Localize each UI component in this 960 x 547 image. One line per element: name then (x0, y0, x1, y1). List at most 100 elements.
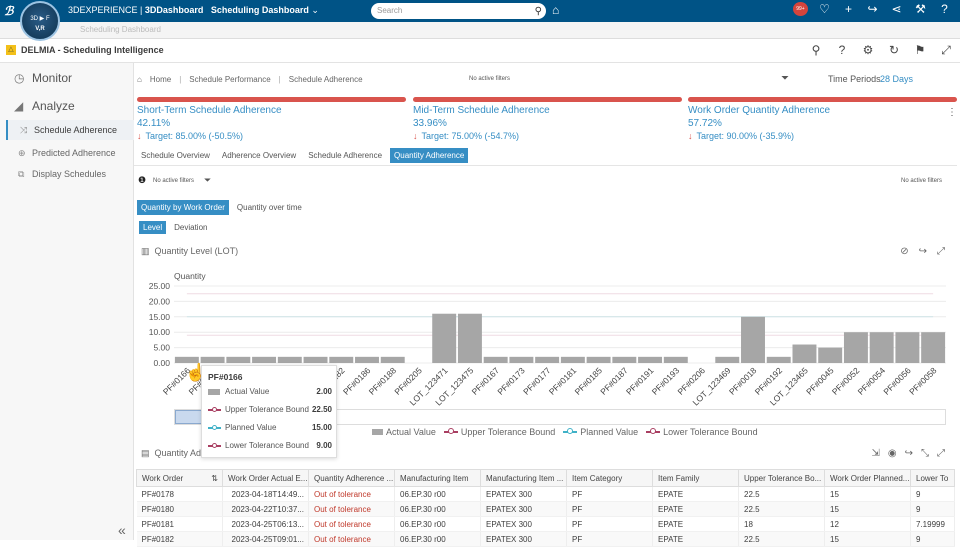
deviation-button[interactable]: Deviation (174, 223, 208, 232)
table-cell: 15 (824, 531, 911, 547)
view-icon[interactable]: ◉ (887, 448, 897, 459)
collapse-icon[interactable]: ⤡ (921, 448, 929, 459)
kpi-short-term[interactable]: Short-Term Schedule Adherence 42.11% ↓ Ta… (137, 97, 406, 141)
search-input[interactable]: Search ⚲ (371, 3, 546, 19)
table-row[interactable]: PF#0181 2023-04-25T06:13... Out of toleran… (136, 516, 955, 532)
table-cell: 06.EP.30 r00 (394, 486, 481, 502)
tools-icon[interactable]: ⚒ (915, 2, 926, 16)
kpi-target: ↓ Target: 75.00% (-54.7%) (413, 131, 520, 141)
column-header[interactable]: Lower To (910, 469, 955, 487)
share-icon[interactable]: ↪ (918, 246, 927, 257)
table-cell: 9 (910, 531, 955, 547)
sort-icon[interactable]: ⇅ (211, 473, 218, 483)
legend-planned-value[interactable]: Planned Value (563, 427, 638, 437)
share-icon[interactable]: ↪ (904, 448, 913, 459)
quantity-by-work-order-button[interactable]: Quantity by Work Order (137, 200, 229, 215)
column-header[interactable]: Work Order ⇅ (136, 469, 223, 487)
search-icon[interactable]: ⚲ (811, 43, 821, 57)
column-header[interactable]: Quantity Adherence ... (308, 469, 395, 487)
filter-icon[interactable]: ⏷ (781, 73, 789, 84)
add-icon[interactable]: + (844, 2, 852, 16)
tab-quantity-adherence[interactable]: Quantity Adherence (390, 148, 469, 163)
column-header[interactable]: Manufacturing Item ... (480, 469, 567, 487)
tooltip-title: PF#0166 (208, 372, 243, 382)
more-options-icon[interactable]: ⋮ (947, 107, 957, 118)
level-button[interactable]: Level (139, 221, 167, 234)
refresh-icon[interactable]: ↻ (888, 43, 900, 57)
table-cell: 15 (824, 486, 911, 502)
table-cell: 06.EP.30 r00 (394, 531, 481, 547)
chat-icon[interactable]: ♡ (819, 2, 830, 16)
help-icon[interactable]: ? (838, 43, 846, 57)
table-cell: 18 (738, 516, 825, 532)
panel-filter-status-right: No active filters (900, 178, 942, 184)
export-icon[interactable]: ⇲ (871, 448, 880, 459)
table-row[interactable]: PF#0178 2023-04-18T14:49... Out of toleran… (136, 486, 955, 502)
table-cell: 2023-04-18T14:49... (222, 486, 309, 502)
tab-adherence-overview[interactable]: Adherence Overview (221, 151, 297, 160)
search-icon[interactable]: ⚲ (534, 6, 542, 17)
legend-lower-tolerance[interactable]: Lower Tolerance Bound (646, 427, 758, 437)
table-row[interactable]: PF#0182 2023-04-25T09:01... Out of toleran… (136, 531, 955, 547)
tooltip-row-actual: Actual Value 2.00 (208, 386, 332, 398)
time-periods-value[interactable]: 28 Days (880, 74, 914, 84)
column-header[interactable]: Work Order Planned... (824, 469, 911, 487)
table-cell: EPATEX 300 (480, 486, 567, 502)
hide-icon[interactable]: ⊘ (900, 246, 909, 257)
avatar[interactable]: 99+ (793, 2, 808, 16)
sidebar-section-analyze[interactable]: ◢ Analyze (14, 99, 75, 113)
dashboard-name[interactable]: Scheduling Dashboard (210, 5, 309, 15)
fullscreen-icon[interactable]: ⤢ (937, 246, 945, 257)
column-header[interactable]: Item Family (652, 469, 739, 487)
table-cell: Out of tolerance (308, 501, 395, 517)
legend-upper-tolerance[interactable]: Upper Tolerance Bound (443, 427, 555, 437)
sidebar: ◷ Monitor ◢ Analyze ⤨ Schedule Adherence ⊕ P… (0, 63, 134, 540)
compass-logo[interactable]: 3D ▶ F V,R (20, 1, 60, 41)
app-brand[interactable]: 3DEXPERIENCE | 3DDashboard Scheduling Da… (68, 5, 319, 15)
bar-PF#0056 (895, 332, 920, 363)
sidebar-item-display-schedules[interactable]: ⧉ Display Schedules (6, 164, 134, 184)
collapse-sidebar-icon[interactable]: « (118, 522, 126, 538)
tag-icon[interactable]: ⌂ (552, 3, 560, 17)
sidebar-section-monitor[interactable]: ◷ Monitor (14, 71, 73, 85)
subtab-bar: Schedule Overview Adherence Overview Sch… (137, 148, 469, 163)
breadcrumb-schedule-performance[interactable]: Schedule Performance (189, 75, 271, 84)
info-icon[interactable]: ❶ (138, 175, 147, 185)
table-cell: 22.5 (738, 531, 825, 547)
tab-schedule-adherence[interactable]: Schedule Adherence (308, 151, 383, 160)
ds-logo-icon[interactable]: ℬ (4, 4, 14, 18)
bar-PF#0174 (252, 356, 277, 363)
pin-icon[interactable]: ⚑ (914, 43, 926, 57)
home-icon[interactable]: ⌂ (137, 75, 142, 84)
schedule-icon: ⧉ (18, 169, 25, 179)
expand-icon[interactable]: ⤢ (941, 43, 951, 57)
widget-app-icon: △ (6, 45, 16, 55)
arrow-down-icon: ↓ (413, 131, 418, 141)
column-header[interactable]: Manufacturing Item (394, 469, 481, 487)
monitor-icon: ◷ (14, 71, 25, 85)
column-header[interactable]: Work Order Actual E... (222, 469, 309, 487)
quantity-over-time-button[interactable]: Quantity over time (236, 203, 302, 212)
gear-icon[interactable]: ⚙ (862, 43, 874, 57)
breadcrumb-home[interactable]: Home (149, 75, 172, 84)
network-icon[interactable]: ⋖ (891, 2, 902, 16)
fullscreen-icon[interactable]: ⤢ (937, 448, 945, 459)
column-header[interactable]: Upper Tolerance Bo... (738, 469, 825, 487)
column-header[interactable]: Item Category (566, 469, 653, 487)
widget-title: DELMIA - Scheduling Intelligence (21, 45, 164, 55)
table-cell: 22.5 (738, 486, 825, 502)
table-cell: PF (566, 501, 653, 517)
help-icon[interactable]: ? (941, 2, 948, 16)
tab-label[interactable]: Scheduling Dashboard (80, 25, 161, 34)
filter-icon[interactable]: ⏷ (204, 175, 212, 185)
sidebar-item-predicted-adherence[interactable]: ⊕ Predicted Adherence (6, 143, 134, 163)
sidebar-item-schedule-adherence[interactable]: ⤨ Schedule Adherence (6, 120, 134, 140)
kpi-work-order-quantity[interactable]: Work Order Quantity Adherence 57.72% ↓ Ta… (688, 97, 957, 141)
kpi-mid-term[interactable]: Mid-Term Schedule Adherence 33.96% ↓ Targ… (413, 97, 682, 141)
y-tick-label: 20.00 (149, 296, 171, 306)
tab-schedule-overview[interactable]: Schedule Overview (141, 151, 210, 160)
table-row[interactable]: PF#0180 2023-04-22T10:37... Out of toleran… (136, 501, 955, 517)
breadcrumb-schedule-adherence[interactable]: Schedule Adherence (288, 75, 363, 84)
legend-actual-value[interactable]: Actual Value (372, 427, 436, 437)
share-icon[interactable]: ↪ (867, 2, 878, 16)
